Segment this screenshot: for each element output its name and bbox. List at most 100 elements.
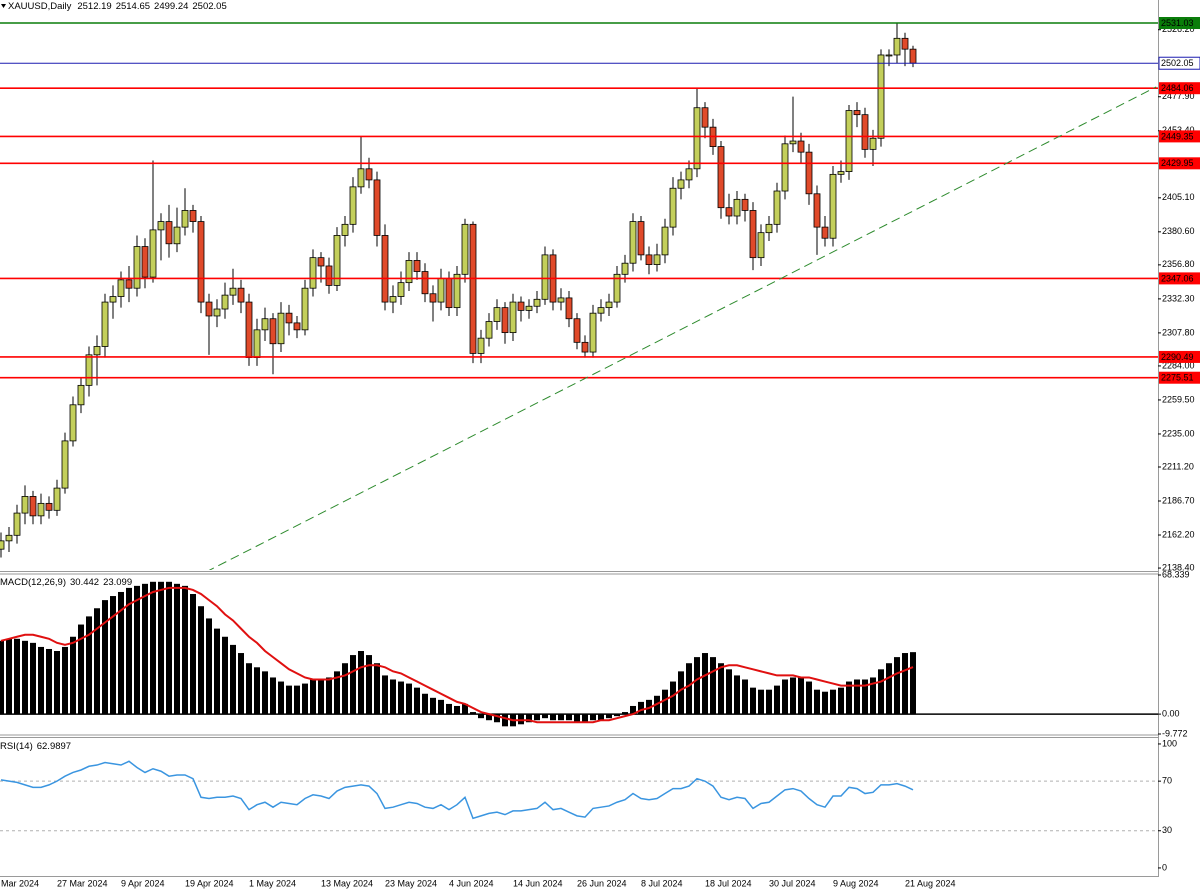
candle-body xyxy=(741,198,749,211)
panel xyxy=(0,22,1158,570)
rsi-title: RSI(14) xyxy=(0,741,33,752)
y-tick-label: 2477.90 xyxy=(1162,91,1195,101)
macd-bar xyxy=(718,663,724,715)
candle-body xyxy=(181,210,189,228)
candle-body xyxy=(205,301,213,317)
level-label-box xyxy=(1159,17,1200,30)
macd-bar xyxy=(710,657,716,715)
candle-body xyxy=(885,54,893,57)
macd-bar xyxy=(254,667,260,715)
candle-body xyxy=(485,321,493,339)
x-tick-label: 1 May 2024 xyxy=(249,878,296,888)
macd-bar xyxy=(678,671,684,715)
candle-body xyxy=(389,296,397,303)
y-tick-label: 2307.80 xyxy=(1162,327,1195,337)
level-label: 2429.95 xyxy=(1161,158,1194,168)
macd-bar xyxy=(326,677,332,715)
candle-body xyxy=(445,278,453,309)
candle-body xyxy=(309,257,317,289)
level-label: 2449.35 xyxy=(1161,131,1194,141)
macd-bar xyxy=(494,714,500,723)
candle-body xyxy=(829,173,837,239)
candle-body xyxy=(245,301,253,359)
macd-bar xyxy=(54,651,60,715)
macd-bar xyxy=(14,638,20,715)
macd-bar xyxy=(806,681,812,715)
macd-bar xyxy=(198,606,204,715)
macd-bar xyxy=(174,583,180,715)
candle-body xyxy=(69,404,77,442)
panel xyxy=(0,581,1158,727)
macd-bar xyxy=(206,618,212,715)
candle-body xyxy=(525,305,533,311)
macd-bar xyxy=(446,703,452,715)
macd-bar xyxy=(414,687,420,715)
macd-bar xyxy=(366,655,372,715)
level-label-box xyxy=(1158,56,1200,70)
macd-bar xyxy=(534,714,540,721)
x-tick-label: 14 Jun 2024 xyxy=(513,878,563,888)
macd-bar xyxy=(742,679,748,715)
candle-body xyxy=(301,287,309,331)
panel xyxy=(0,760,1158,832)
candle-body xyxy=(325,265,333,286)
macd-bar xyxy=(246,663,252,715)
trendline xyxy=(208,86,1157,570)
macd-bar xyxy=(670,681,676,715)
macd-bar xyxy=(430,697,436,715)
macd-bar xyxy=(726,669,732,715)
candle-body xyxy=(397,282,405,297)
candle-body xyxy=(477,337,485,354)
candle-body xyxy=(221,294,229,310)
y-tick-label: 2211.20 xyxy=(1162,461,1194,471)
price-header: XAUUSD,Daily 2512.19 2514.65 2499.24 2502.05 xyxy=(8,1,227,12)
candle-body xyxy=(429,293,437,303)
macd-bar xyxy=(462,703,468,715)
macd-bar xyxy=(590,714,596,721)
macd-bar xyxy=(566,714,572,721)
y-tick-label: 2356.80 xyxy=(1162,259,1195,269)
candle-body xyxy=(909,48,917,64)
candle-body xyxy=(853,110,861,116)
macd-bar xyxy=(302,683,308,715)
macd-bar xyxy=(782,679,788,715)
x-tick-label: Mar 2024 xyxy=(1,878,39,888)
macd-bar xyxy=(286,685,292,715)
candle-body xyxy=(349,186,357,225)
macd-bar xyxy=(902,653,908,715)
macd-bar xyxy=(878,669,884,715)
macd-bar xyxy=(182,585,188,715)
candle-body xyxy=(37,502,45,517)
macd-bar xyxy=(334,671,340,715)
macd-bar xyxy=(518,714,524,725)
candle-body xyxy=(821,226,829,239)
macd-bar xyxy=(406,683,412,715)
x-tick-label: 4 Jun 2024 xyxy=(449,878,494,888)
macd-title: MACD(12,26,9) xyxy=(0,577,66,588)
macd-bar xyxy=(6,638,12,715)
macd-bar xyxy=(686,663,692,715)
candle-body xyxy=(53,487,61,511)
x-tick-label: 9 Aug 2024 xyxy=(833,878,879,888)
candle-body xyxy=(901,37,909,50)
macd-bar xyxy=(734,675,740,715)
macd-header: MACD(12,26,9) 30.442 23.099 xyxy=(0,577,132,588)
candle-body xyxy=(381,235,389,303)
candle-body xyxy=(413,260,421,272)
y-tick-label: 2380.60 xyxy=(1162,226,1195,236)
level-label: 2502.05 xyxy=(1161,58,1194,68)
macd-bar xyxy=(814,689,820,715)
symbol: XAUUSD,Daily xyxy=(8,1,72,12)
level-label: 2347.06 xyxy=(1161,273,1194,283)
macd-bar xyxy=(46,648,52,715)
candle-body xyxy=(93,346,101,356)
macd-bar xyxy=(862,679,868,715)
macd-bar xyxy=(614,714,620,717)
macd-bar xyxy=(222,636,228,715)
macd-bar xyxy=(542,714,548,719)
y-tick-label: 2235.00 xyxy=(1162,428,1195,438)
candle-body xyxy=(365,168,373,181)
candle-body xyxy=(517,301,525,311)
